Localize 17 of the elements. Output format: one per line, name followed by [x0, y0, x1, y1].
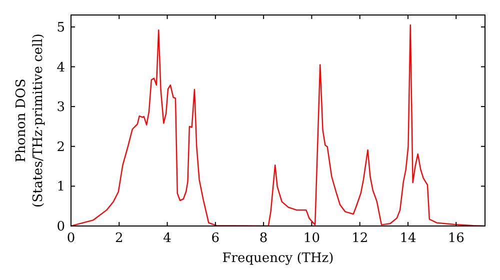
x-tick-label: 6: [211, 231, 220, 246]
x-tick-label: 12: [352, 231, 368, 246]
x-axis-title: Frequency (THz): [222, 251, 334, 266]
x-tick-label: 14: [400, 231, 416, 246]
x-tick-label: 2: [115, 231, 124, 246]
x-tick-label: 0: [66, 231, 76, 246]
y-tick-label: 4: [56, 60, 65, 76]
y-tick-label: 2: [56, 140, 65, 155]
y-tick-label: 0: [56, 220, 65, 234]
y-tick-label: 3: [56, 100, 65, 116]
x-tick-label: 16: [448, 231, 464, 246]
x-tick-label: 10: [303, 231, 320, 246]
y-tick-label: 1: [56, 180, 65, 195]
y-tick-label: 5: [56, 20, 65, 36]
x-tick-label: 8: [259, 231, 268, 246]
y-axis-title: Phonon DOS (States/THz·primitive cell): [14, 33, 46, 208]
x-tick-label: 4: [163, 231, 172, 246]
